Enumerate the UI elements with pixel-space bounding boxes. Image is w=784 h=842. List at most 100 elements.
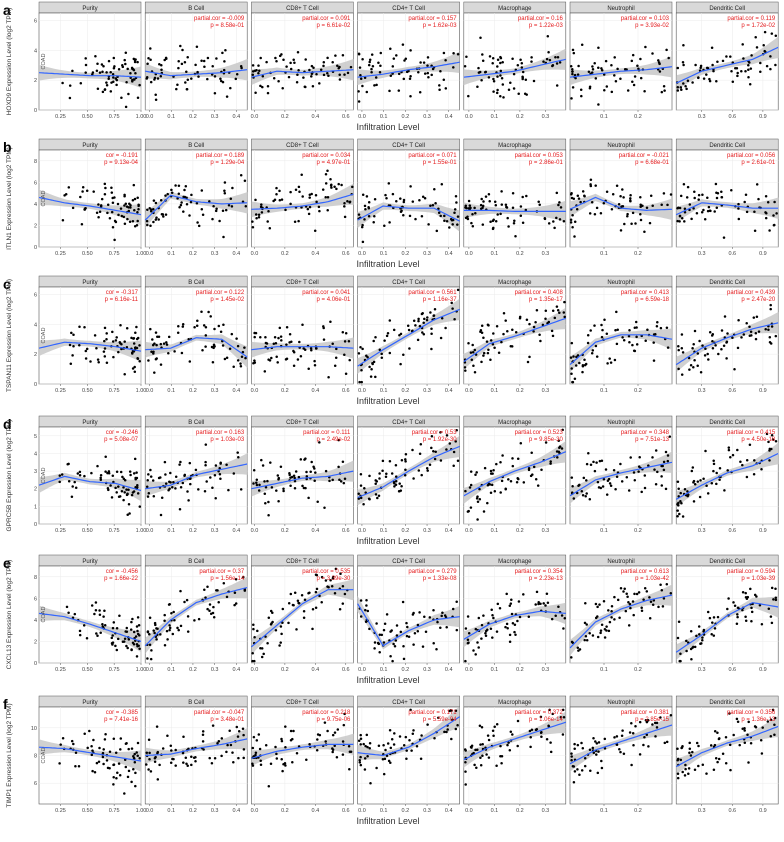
data-point: [439, 626, 442, 630]
data-point: [172, 757, 175, 761]
data-point: [715, 471, 718, 475]
data-point: [316, 500, 319, 504]
p-prefix: p =: [105, 297, 115, 303]
data-point: [512, 87, 516, 90]
data-point: [595, 753, 598, 756]
data-point: [688, 741, 691, 745]
data-point: [348, 750, 352, 753]
x-tick-label: 0.2: [402, 114, 410, 120]
x-tick-label: 0.1: [380, 388, 388, 394]
data-point: [84, 349, 88, 353]
x-tick-label: 0.9: [759, 388, 767, 394]
data-point: [453, 318, 456, 321]
data-point: [529, 736, 532, 739]
data-point: [676, 772, 680, 776]
panel-letter: b: [3, 139, 12, 155]
data-point: [237, 730, 241, 733]
p-value: 1.16e-37: [433, 297, 457, 303]
data-point: [692, 365, 695, 369]
data-point: [134, 784, 137, 788]
stat-label: partial.cor: [408, 569, 434, 575]
stat-annotation: partial.cor = 0.053: [515, 153, 564, 159]
data-point: [524, 208, 528, 212]
data-point: [601, 485, 605, 488]
data-point: [178, 508, 182, 511]
x-tick-label: 0.1: [600, 667, 608, 673]
data-point: [629, 456, 632, 459]
data-point: [470, 221, 473, 225]
data-point: [137, 204, 140, 208]
data-point: [128, 512, 131, 515]
data-point: [146, 479, 149, 482]
data-point: [99, 473, 103, 477]
data-point: [184, 81, 187, 84]
x-tick-label: 0.50: [82, 667, 93, 673]
data-point: [272, 77, 276, 80]
data-point: [357, 739, 361, 742]
data-point: [681, 770, 684, 774]
data-point: [682, 44, 685, 47]
data-point: [538, 333, 541, 337]
fit-line: [675, 46, 779, 84]
data-point: [585, 462, 589, 466]
data-point: [259, 759, 262, 762]
stat-annotation: partial.cor = 0.415: [727, 430, 776, 436]
data-point: [744, 69, 747, 73]
data-point: [126, 513, 129, 516]
data-point: [720, 190, 723, 194]
data-point: [618, 616, 621, 620]
stat-value: 0.071: [442, 153, 458, 159]
confidence-band: [39, 739, 141, 772]
p-value: 2.85e-15: [645, 717, 669, 723]
data-point: [225, 95, 229, 98]
data-point: [292, 350, 296, 354]
data-point: [138, 647, 141, 650]
data-point: [414, 324, 417, 327]
data-point: [774, 439, 778, 443]
data-point: [763, 49, 766, 53]
data-point: [511, 192, 515, 195]
x-tick-label: 0.1: [167, 251, 175, 257]
data-point: [428, 616, 432, 619]
data-point: [685, 639, 688, 643]
data-point: [95, 211, 99, 214]
data-point: [690, 469, 694, 473]
x-tick-label: 1.00: [136, 528, 147, 534]
data-point: [204, 443, 208, 446]
data-point: [722, 344, 726, 348]
stat-annotation: partial.cor = 0.535: [302, 569, 351, 575]
data-point: [259, 763, 263, 766]
data-point: [590, 201, 594, 204]
data-point: [231, 751, 234, 754]
stat-eq: =: [541, 430, 548, 436]
data-point: [120, 96, 123, 99]
data-point: [575, 355, 578, 359]
stat-eq: =: [753, 710, 760, 716]
confidence-band: [676, 715, 779, 775]
data-point: [648, 221, 652, 225]
data-point: [110, 636, 114, 640]
data-point: [146, 495, 150, 498]
data-point: [723, 315, 727, 318]
data-point: [275, 60, 278, 63]
data-point: [341, 330, 345, 334]
x-tick-label: 0.1: [380, 251, 388, 257]
data-point: [488, 200, 491, 203]
data-point: [109, 90, 113, 93]
x-tick-label: 0.6: [342, 528, 350, 534]
data-point: [307, 496, 310, 500]
data-point: [331, 478, 334, 482]
data-point: [584, 362, 588, 366]
confidence-band: [251, 337, 354, 359]
data-point: [599, 212, 603, 215]
data-point: [759, 61, 762, 65]
data-point: [528, 729, 532, 733]
data-point: [594, 602, 598, 606]
data-point: [714, 182, 718, 186]
data-point: [404, 458, 407, 461]
data-point: [518, 317, 522, 320]
data-point: [570, 367, 573, 370]
data-point: [706, 352, 709, 356]
data-point: [754, 337, 758, 341]
